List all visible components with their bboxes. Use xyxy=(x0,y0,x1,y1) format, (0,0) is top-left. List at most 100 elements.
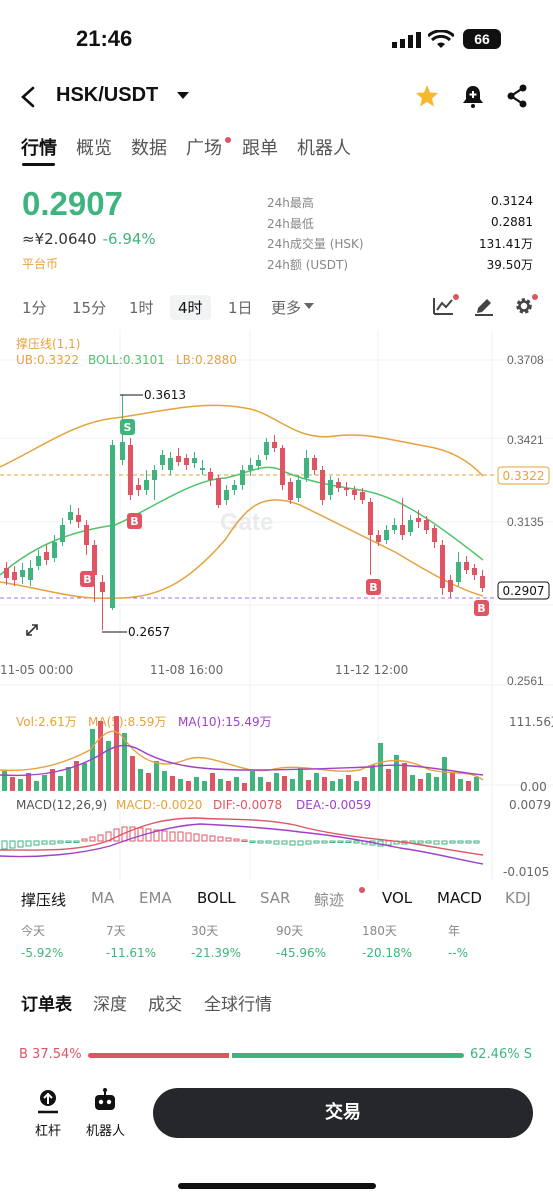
settings-gear-icon[interactable] xyxy=(514,296,534,316)
perf-label: 30天 xyxy=(191,924,219,938)
trade-button[interactable]: 交易 xyxy=(153,1088,533,1138)
signal-icon xyxy=(392,32,421,48)
macd-bar xyxy=(193,833,200,842)
volume-bar xyxy=(26,773,31,791)
indicator-tab[interactable]: VOL xyxy=(382,889,413,907)
volume-bar xyxy=(402,763,407,791)
buy-signal-badge[interactable] xyxy=(474,600,489,616)
volume-bar xyxy=(306,780,311,791)
timeframe-more[interactable]: 更多 xyxy=(271,299,302,317)
volume-bar xyxy=(450,773,455,791)
leverage-label[interactable]: 杠杆 xyxy=(35,1124,62,1139)
tab-trades[interactable]: 成交 xyxy=(148,995,182,1015)
wifi-icon xyxy=(428,30,454,48)
indicator-tab[interactable]: EMA xyxy=(139,889,172,907)
candle-body xyxy=(240,470,245,485)
status-time: 21:46 xyxy=(76,26,133,51)
robot-label[interactable]: 机器人 xyxy=(86,1124,126,1139)
home-indicator xyxy=(178,1183,376,1189)
bell-add-icon[interactable] xyxy=(462,84,484,108)
tab-overview[interactable]: 概览 xyxy=(76,138,112,159)
macd-bar xyxy=(305,840,312,845)
candle-body xyxy=(136,485,141,490)
kline-chart[interactable]: Gate 撑压线(1,1) UB:0.3322 BOLL:0.3101 LB:0… xyxy=(0,330,553,882)
candle-body xyxy=(376,535,381,542)
sell-signal-badge[interactable] xyxy=(120,419,135,435)
indicator-tab[interactable]: BOLL xyxy=(197,889,236,907)
tab-bots[interactable]: 机器人 xyxy=(297,138,351,159)
platform-coin-tag[interactable]: 平台币 xyxy=(22,257,59,271)
star-icon[interactable] xyxy=(415,84,439,108)
vol-label: Vol:2.61万 xyxy=(16,715,77,729)
macd-bar xyxy=(41,840,48,845)
timeframe-15m[interactable]: 15分 xyxy=(72,299,107,317)
chevron-down-icon[interactable] xyxy=(304,303,314,310)
tab-depth[interactable]: 深度 xyxy=(93,995,127,1015)
candle-body xyxy=(76,515,81,522)
volume-bar xyxy=(138,769,143,791)
chevron-down-icon[interactable] xyxy=(177,92,189,100)
indicator-tab[interactable]: MACD xyxy=(437,889,482,907)
candle-body xyxy=(68,512,73,520)
back-icon[interactable] xyxy=(20,86,36,108)
indicator-tab[interactable]: SAR xyxy=(260,889,291,907)
share-icon[interactable] xyxy=(506,84,528,108)
timeframe-1d[interactable]: 1日 xyxy=(228,299,253,317)
volume-bar xyxy=(330,781,335,791)
buy-signal-badge[interactable] xyxy=(366,579,381,595)
indicator-icon[interactable] xyxy=(433,296,455,316)
timeframe-4h[interactable]: 4时 xyxy=(170,295,211,320)
macd-label: MACD(12,26,9) xyxy=(16,798,107,812)
macd-bar xyxy=(33,840,40,846)
indicator-tab[interactable]: KDJ xyxy=(505,889,531,907)
volume-bar xyxy=(34,781,39,791)
macd-bar xyxy=(9,840,16,849)
perf-value: -45.96% xyxy=(276,946,327,960)
pair-selector[interactable]: HSK/USDT xyxy=(56,84,159,106)
tab-global-market[interactable]: 全球行情 xyxy=(204,995,272,1015)
tab-data[interactable]: 数据 xyxy=(131,138,167,159)
candle-body xyxy=(44,552,49,560)
x-tick: 11-12 12:00 xyxy=(335,663,408,677)
timeframe-1m[interactable]: 1分 xyxy=(22,299,47,317)
candle-body xyxy=(448,580,453,592)
volume-bar xyxy=(322,777,327,791)
notification-dot xyxy=(225,137,231,143)
macd-bar xyxy=(73,840,80,843)
macd-bar xyxy=(153,829,160,842)
tab-market[interactable]: 行情 xyxy=(21,138,57,159)
fiat-price-row: ≈¥2.0640 -6.94% xyxy=(22,230,156,248)
status-bar: 21:46 66 xyxy=(0,0,553,80)
tab-copy-trading[interactable]: 跟单 xyxy=(242,138,278,159)
draw-pen-icon[interactable] xyxy=(474,296,494,316)
perf-label: 年 xyxy=(448,924,461,938)
expand-icon[interactable] xyxy=(22,620,42,640)
indicator-tab[interactable]: MA xyxy=(91,889,115,907)
perf-value: -11.61% xyxy=(106,946,157,960)
vol-ma10-line xyxy=(0,744,484,777)
watermark: Gate xyxy=(220,509,273,536)
robot-icon[interactable] xyxy=(92,1088,118,1114)
tab-square[interactable]: 广场 xyxy=(186,138,222,159)
tab-orderbook[interactable]: 订单表 xyxy=(21,995,72,1015)
candle-body xyxy=(272,442,277,448)
leverage-icon[interactable] xyxy=(35,1088,61,1114)
candle-body xyxy=(120,442,125,460)
macd-bar xyxy=(25,840,32,847)
candle-body xyxy=(432,528,437,542)
low-label: 0.2657 xyxy=(128,625,170,639)
candle-body xyxy=(110,445,115,608)
timeframe-1h[interactable]: 1时 xyxy=(129,299,154,317)
buy-signal-badge[interactable] xyxy=(127,513,142,529)
macd-bar xyxy=(17,840,24,848)
macd-bar xyxy=(185,832,192,842)
indicator-tab[interactable]: 鲸迹 xyxy=(314,891,345,909)
candle-body xyxy=(368,502,373,535)
volume-bar xyxy=(218,779,223,791)
macd-bar xyxy=(337,840,344,843)
macd-bar xyxy=(449,840,456,844)
macd-bar xyxy=(329,840,336,843)
indicator-tab[interactable]: 撑压线 xyxy=(21,891,67,909)
stat-value: 131.41万 xyxy=(479,237,533,251)
buy-signal-badge[interactable] xyxy=(80,571,95,587)
